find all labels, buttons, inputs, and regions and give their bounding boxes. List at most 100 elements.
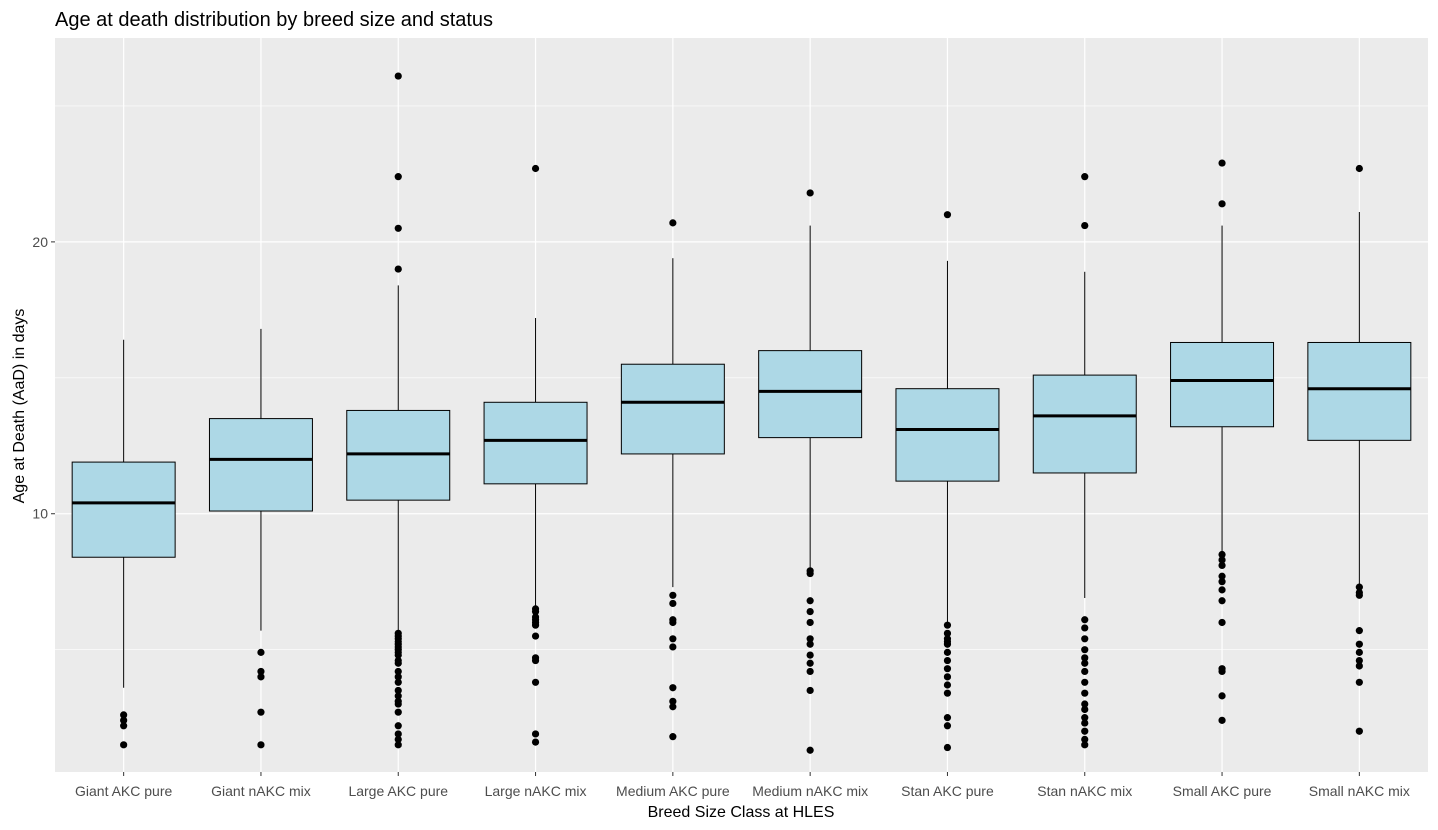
outlier-point [394, 700, 402, 708]
chart-title: Age at death distribution by breed size … [55, 9, 493, 31]
x-tick-label: Small nAKC mix [1309, 783, 1410, 799]
outlier-point [531, 738, 540, 746]
box-iqr [620, 363, 725, 455]
outlier-point [1081, 624, 1089, 632]
outlier-point [669, 703, 677, 711]
outlier-point [1218, 159, 1226, 167]
outlier-point [1218, 200, 1226, 208]
outlier-point [257, 708, 265, 716]
outlier-point [531, 730, 540, 738]
outlier-point [394, 265, 402, 273]
x-tick-label: Large AKC pure [348, 783, 448, 799]
outlier-point [669, 733, 677, 741]
x-tick-label: Small AKC pure [1173, 783, 1272, 799]
outlier-point [531, 656, 540, 665]
outlier-point [1355, 591, 1363, 599]
outlier-point [394, 741, 402, 749]
box-iqr [208, 418, 313, 512]
outlier-point [943, 665, 952, 673]
y-axis: 10 20 [32, 234, 55, 522]
outlier-point [1081, 705, 1089, 714]
outlier-point [669, 643, 677, 651]
x-tick-label: Stan AKC pure [901, 783, 994, 799]
outlier-point [669, 591, 677, 599]
y-tick-label: 10 [32, 506, 48, 522]
outlier-point [1081, 714, 1089, 722]
outlier-point [806, 635, 814, 643]
box-group [758, 189, 863, 754]
x-tick-label: Giant nAKC mix [211, 783, 311, 799]
box-iqr [758, 350, 863, 439]
box-iqr [1307, 341, 1412, 441]
outlier-point [943, 640, 952, 648]
box-series [71, 72, 1412, 754]
outlier-point [1218, 586, 1226, 594]
outlier-point [394, 667, 402, 676]
box-group [346, 72, 451, 749]
x-tick-label: Medium nAKC mix [752, 783, 868, 799]
outlier-point [1081, 678, 1089, 686]
x-axis-title: Breed Size Class at HLES [648, 804, 835, 821]
outlier-point [806, 597, 814, 605]
outlier-point [1081, 654, 1089, 662]
outlier-point [1218, 667, 1226, 676]
outlier-point [943, 714, 952, 722]
outlier-point [1081, 741, 1089, 749]
box-iqr [1170, 341, 1275, 428]
outlier-point [531, 608, 540, 616]
outlier-point [531, 164, 540, 173]
outlier-point [394, 722, 402, 730]
outlier-point [1218, 550, 1226, 559]
outlier-point [943, 681, 952, 689]
outlier-point [394, 673, 402, 681]
outlier-point [394, 735, 402, 743]
outlier-point [531, 632, 540, 640]
outlier-point [1355, 678, 1363, 686]
outlier-point [943, 621, 952, 629]
x-axis: Giant AKC pure Giant nAKC mix Large AKC pu… [75, 772, 1410, 799]
outlier-point [943, 211, 952, 219]
outlier-point [806, 640, 814, 648]
outlier-point [1081, 700, 1089, 708]
y-axis-title: Age at Death (AaD) in days [11, 309, 28, 504]
outlier-point [394, 72, 402, 80]
outlier-point [1355, 583, 1363, 591]
outlier-point [806, 667, 814, 676]
outlier-point [1081, 659, 1089, 667]
box-iqr [1032, 374, 1137, 474]
outlier-point [1081, 173, 1089, 181]
outlier-point [394, 686, 402, 695]
box-iqr [895, 388, 1000, 482]
outlier-point [669, 219, 677, 227]
outlier-point [120, 741, 128, 749]
outlier-point [943, 722, 952, 730]
outlier-point [394, 708, 402, 716]
outlier-point [806, 686, 814, 695]
outlier-point [257, 673, 265, 681]
outlier-point [1218, 692, 1226, 700]
outlier-point [1218, 578, 1226, 586]
outlier-point [806, 746, 814, 754]
outlier-point [943, 648, 952, 656]
outlier-point [1218, 561, 1226, 569]
outlier-point [1218, 572, 1226, 580]
outlier-point [1218, 618, 1226, 627]
outlier-point [1218, 716, 1226, 724]
outlier-point [1355, 656, 1363, 665]
outlier-point [1081, 221, 1089, 230]
box-iqr [71, 461, 176, 558]
box-group [71, 339, 176, 749]
outlier-point [1355, 164, 1363, 173]
outlier-point [394, 692, 402, 700]
outlier-point [394, 730, 402, 738]
outlier-point [394, 173, 402, 181]
y-tick-label: 20 [32, 234, 48, 250]
outlier-point [806, 659, 814, 667]
outlier-point [394, 224, 402, 232]
outlier-point [943, 673, 952, 681]
outlier-point [120, 716, 128, 724]
outlier-point [120, 711, 128, 719]
outlier-point [1355, 648, 1363, 656]
x-tick-label: Medium AKC pure [616, 783, 730, 799]
outlier-point [1081, 719, 1089, 727]
